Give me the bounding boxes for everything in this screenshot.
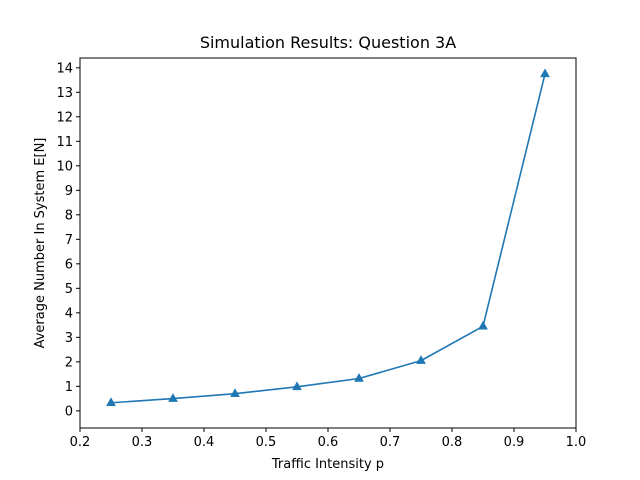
y-axis-label: Average Number In System E[N]	[33, 138, 48, 349]
data-point-marker	[230, 388, 240, 397]
data-point-marker	[106, 397, 116, 407]
y-tick-label: 8	[65, 208, 73, 223]
data-point-marker	[478, 320, 488, 330]
x-axis-label: Traffic Intensity p	[271, 457, 384, 472]
x-tick-label: 0.2	[70, 435, 91, 450]
y-tick-label: 3	[65, 331, 73, 346]
x-tick-label: 0.7	[380, 435, 401, 450]
data-point-marker	[416, 355, 426, 364]
y-tick-label: 1	[65, 380, 73, 395]
y-tick-label: 4	[65, 306, 73, 321]
y-tick-label: 10	[56, 159, 73, 174]
data-point-marker	[292, 381, 302, 391]
y-tick-label: 13	[56, 86, 73, 101]
y-tick-label: 2	[65, 355, 73, 370]
series-line	[110, 73, 546, 404]
x-tick-label: 0.8	[442, 435, 463, 450]
plot-area: 0.2 0.3 0.4 0.5 0.6 0.7 0.8 0.9 1.00123456789101…	[56, 57, 587, 450]
x-tick-label: 0.4	[194, 435, 215, 450]
x-tick-label: 0.3	[132, 435, 153, 450]
y-tick-label: 0	[65, 404, 73, 419]
y-tick-label: 7	[65, 233, 73, 248]
y-tick-label: 11	[56, 135, 73, 150]
y-tick-label: 14	[56, 61, 73, 76]
chart-title: Simulation Results: Question 3A	[200, 33, 456, 52]
data-point-marker	[354, 372, 364, 382]
y-tick-label: 12	[56, 110, 73, 125]
x-tick-label: 0.9	[504, 435, 525, 450]
y-tick-label: 6	[65, 257, 73, 272]
x-tick-label: 1.0	[566, 435, 587, 450]
x-tick-label: 0.5	[256, 435, 277, 450]
data-point-marker	[540, 68, 550, 78]
y-tick-label: 5	[65, 282, 73, 297]
y-tick-label: 9	[65, 184, 73, 199]
data-point-marker	[168, 393, 178, 402]
x-tick-label: 0.6	[318, 435, 339, 450]
